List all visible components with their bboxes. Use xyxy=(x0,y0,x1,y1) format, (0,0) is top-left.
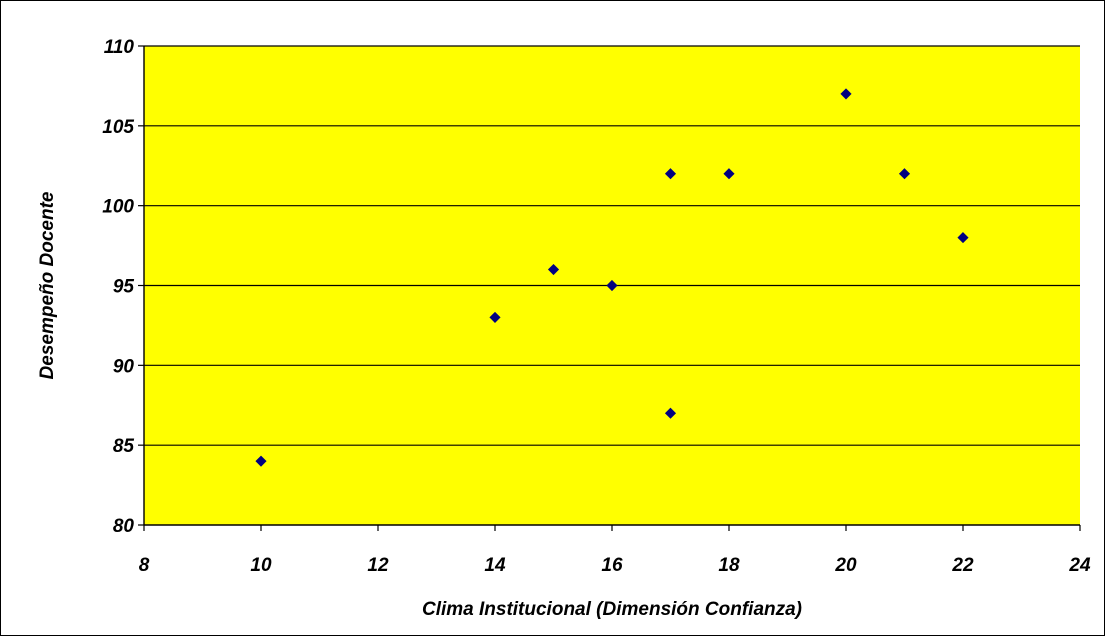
data-point xyxy=(606,279,618,292)
data-point xyxy=(664,168,677,180)
data-point xyxy=(840,88,852,100)
x-axis-title: Clima Institucional (Dimensión Confianza… xyxy=(422,599,802,620)
data-point xyxy=(489,311,501,323)
y-tick-label: 90 xyxy=(113,356,135,377)
x-tick-label: 18 xyxy=(718,555,740,576)
x-tick-label: 16 xyxy=(601,555,623,576)
data-point xyxy=(664,407,677,419)
x-tick-label: 22 xyxy=(951,555,974,576)
x-tick-label: 8 xyxy=(139,555,150,576)
y-tick-label: 105 xyxy=(102,117,134,138)
data-point xyxy=(255,455,267,467)
y-tick-label: 110 xyxy=(104,37,135,58)
data-point xyxy=(898,168,911,180)
y-tick-label: 100 xyxy=(102,197,134,218)
y-axis-title: Desempeño Docente xyxy=(37,191,58,379)
y-tick-label: 85 xyxy=(113,436,135,457)
x-tick-label: 20 xyxy=(834,555,857,576)
y-tick-label: 95 xyxy=(113,277,135,298)
data-points xyxy=(255,88,969,467)
data-point xyxy=(723,168,735,180)
y-tick-label: 80 xyxy=(113,516,135,537)
x-tick-label: 10 xyxy=(250,555,272,576)
x-tick-label: 12 xyxy=(367,555,389,576)
x-tick-label: 14 xyxy=(484,555,506,576)
axes: 80 85 90 95 100 105 110 8 10 12 14 16 18 20 22 24 xyxy=(102,37,1091,576)
data-point xyxy=(547,263,560,276)
data-point xyxy=(957,232,969,244)
x-tick-label: 24 xyxy=(1068,555,1091,576)
